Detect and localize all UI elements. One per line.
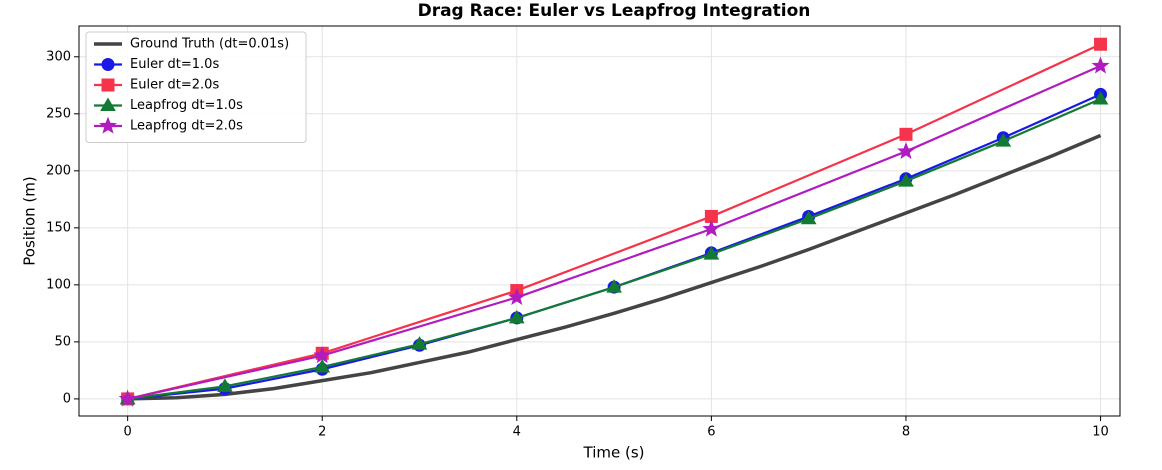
point — [800, 210, 817, 225]
y-tick-label: 300 — [46, 49, 71, 64]
legend: Ground Truth (dt=0.01s) Euler dt=1.0s Eule… — [85, 31, 307, 143]
point — [118, 389, 137, 407]
point — [897, 141, 915, 160]
point — [313, 346, 332, 364]
y-tick-label: 50 — [54, 334, 71, 349]
y-tick-label: 100 — [46, 277, 71, 292]
x-tick-label: 8 — [902, 425, 910, 440]
y-axis-label: Position (m) — [21, 176, 39, 266]
legend-marker — [100, 97, 116, 111]
y-tick-label: 250 — [46, 106, 71, 121]
legend-label: Euler dt=2.0s — [130, 78, 219, 93]
series-line — [127, 43, 1102, 400]
point — [1094, 37, 1108, 51]
x-tick-label: 4 — [513, 425, 521, 440]
point — [508, 309, 525, 324]
plot-frame — [78, 25, 1121, 417]
series-line — [127, 97, 1101, 400]
point — [899, 127, 913, 141]
x-tick-label: 0 — [124, 425, 132, 440]
point — [702, 219, 721, 237]
point — [217, 378, 233, 392]
point — [1092, 90, 1109, 105]
point — [606, 279, 622, 293]
series-line — [127, 64, 1101, 400]
legend-marker — [101, 58, 115, 71]
legend-box — [85, 31, 307, 143]
series-line — [127, 133, 1102, 401]
y-tick-label: 0 — [63, 391, 71, 406]
chart-title: Drag Race: Euler vs Leapfrog Integration — [418, 1, 811, 21]
legend-label: Leapfrog dt=1.0s — [130, 98, 243, 113]
legend-marker — [101, 78, 115, 92]
legend-label: Leapfrog dt=2.0s — [130, 119, 243, 134]
x-tick-label: 2 — [318, 425, 326, 440]
point — [314, 358, 331, 373]
point — [411, 336, 428, 350]
point — [995, 133, 1012, 147]
point — [507, 287, 526, 306]
x-tick-label: 6 — [707, 425, 715, 440]
point — [703, 246, 720, 260]
legend-marker — [99, 116, 117, 134]
point — [1091, 56, 1110, 74]
point — [898, 173, 914, 187]
legend-label: Euler dt=1.0s — [130, 57, 219, 72]
y-tick-label: 150 — [46, 220, 71, 235]
x-axis-label: Time (s) — [583, 444, 645, 462]
legend-label: Ground Truth (dt=0.01s) — [130, 37, 289, 52]
x-tick-label: 10 — [1092, 425, 1109, 440]
y-tick-label: 200 — [46, 163, 71, 178]
